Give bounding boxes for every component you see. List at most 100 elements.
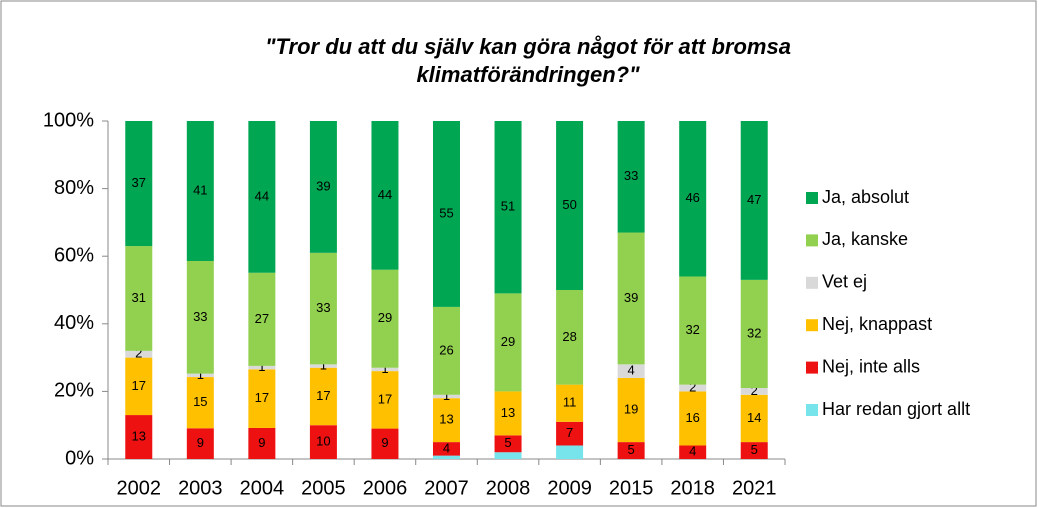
value-label: 29 — [378, 310, 392, 325]
value-label: 11 — [563, 395, 577, 410]
value-label: 51 — [501, 199, 515, 214]
legend-label: Ja, kanske — [822, 229, 908, 249]
bar-segment — [494, 293, 522, 392]
bar-segment — [186, 260, 214, 374]
value-label: 13 — [501, 405, 515, 420]
x-tick-label: 2021 — [732, 477, 777, 499]
bar-segment — [494, 452, 522, 459]
value-label: 33 — [316, 300, 330, 315]
bar-segment — [433, 442, 460, 456]
x-tick-label: 2006 — [363, 477, 408, 499]
bar-segment — [617, 377, 645, 443]
bar-segment — [309, 252, 337, 365]
bar-segment — [556, 290, 584, 385]
value-label: 1 — [320, 357, 327, 372]
value-label: 32 — [685, 322, 699, 337]
bar-segment — [740, 394, 768, 443]
bar-segment — [309, 121, 337, 253]
y-tick-label: 100% — [43, 109, 94, 131]
legend-label: Nej, knappast — [822, 314, 932, 334]
value-label: 44 — [255, 188, 269, 203]
value-label: 50 — [562, 197, 576, 212]
legend-swatch — [806, 319, 818, 332]
bar-segment — [617, 121, 645, 233]
value-label: 19 — [624, 401, 638, 416]
bar-segment — [556, 445, 584, 459]
value-label: 39 — [624, 290, 638, 305]
bar-segment — [617, 232, 645, 365]
bar-segment — [740, 442, 768, 459]
value-label: 5 — [628, 442, 635, 457]
bar-segment — [617, 442, 645, 459]
value-label: 13 — [132, 428, 146, 443]
value-label: 17 — [132, 378, 146, 393]
bar-segment — [248, 365, 276, 370]
bar-segment — [679, 121, 707, 277]
value-label: 1 — [381, 361, 388, 376]
bar-segment — [679, 384, 707, 392]
bar-segment — [125, 246, 153, 351]
value-label: 37 — [132, 175, 146, 190]
bar-segment — [740, 121, 768, 280]
x-tick-label: 2018 — [670, 477, 715, 499]
bar-segment — [125, 350, 153, 358]
bar-segment — [248, 121, 276, 273]
bar-segment — [433, 121, 460, 307]
bar-segment — [740, 279, 768, 389]
x-tick-label: 2009 — [547, 477, 592, 499]
bar-segment — [186, 121, 214, 261]
x-tick-label: 2004 — [240, 477, 285, 499]
bar-segment — [433, 306, 460, 395]
legend-label: Vet ej — [822, 272, 867, 292]
legend-swatch — [806, 276, 818, 289]
value-label: 55 — [439, 205, 453, 220]
value-label: 4 — [443, 440, 450, 455]
value-label: 33 — [193, 309, 207, 324]
value-label: 31 — [132, 290, 146, 305]
value-label: 5 — [504, 435, 511, 450]
bar-segment — [371, 371, 399, 429]
bar-segment — [494, 435, 522, 453]
value-label: 9 — [258, 435, 265, 450]
bar-segment — [309, 367, 337, 426]
bar-segment — [556, 421, 584, 446]
value-label: 14 — [747, 410, 761, 425]
value-label: 9 — [381, 435, 388, 450]
bar-segment — [433, 394, 460, 399]
bar-segment — [186, 373, 214, 378]
legend-swatch — [806, 404, 818, 416]
x-tick-label: 2003 — [178, 477, 223, 499]
bar-segment — [125, 357, 153, 416]
bar-segment — [309, 364, 337, 368]
value-label: 47 — [747, 192, 761, 207]
value-label: 41 — [193, 182, 207, 197]
value-label: 1 — [197, 367, 204, 382]
value-label: 15 — [193, 394, 207, 409]
value-label: 26 — [439, 342, 453, 357]
bar-segment — [125, 121, 153, 247]
value-label: 10 — [316, 434, 330, 449]
bar-segment — [371, 428, 399, 459]
value-label: 29 — [501, 334, 515, 349]
bar-segment — [740, 388, 768, 395]
chart-title: klimatförändringen?" — [416, 62, 640, 87]
bar-segment — [371, 269, 399, 368]
bar-segment — [617, 364, 645, 378]
value-label: 16 — [685, 410, 699, 425]
value-label: 17 — [316, 388, 330, 403]
bar-segment — [494, 121, 522, 294]
y-tick-label: 40% — [54, 312, 94, 334]
value-label: 13 — [439, 412, 453, 427]
chart-title: "Tror du att du själv kan göra något för… — [265, 34, 791, 59]
bar-segment — [556, 384, 584, 422]
x-tick-label: 2008 — [486, 477, 531, 499]
value-label: 2 — [751, 383, 758, 398]
legend-label: Nej, inte alls — [822, 356, 920, 376]
y-tick-label: 0% — [65, 447, 94, 469]
y-tick-label: 20% — [54, 380, 94, 402]
value-label: 39 — [316, 178, 330, 193]
bar-segment — [371, 121, 399, 270]
x-tick-label: 2015 — [609, 477, 654, 499]
legend-swatch — [806, 234, 818, 247]
bar-segment — [248, 272, 276, 366]
